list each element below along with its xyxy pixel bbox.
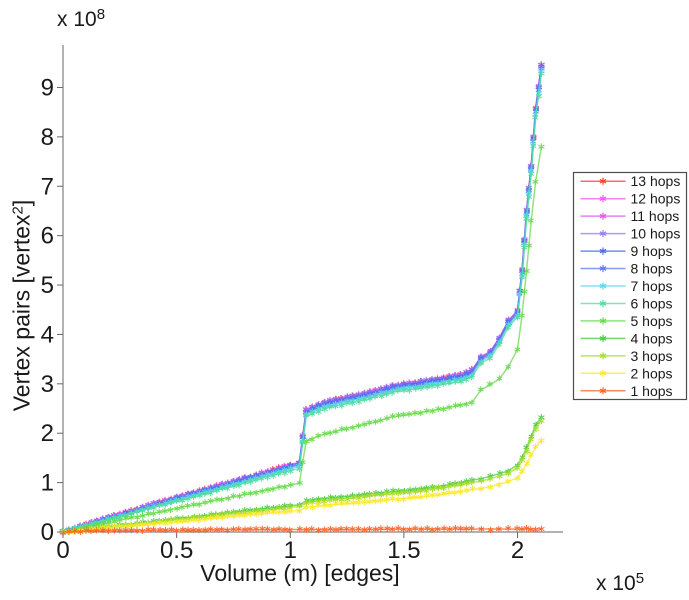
legend-marker xyxy=(599,317,607,325)
legend-label: 12 hops xyxy=(631,191,681,207)
legend-label: 13 hops xyxy=(631,173,681,189)
legend-label: 9 hops xyxy=(631,243,673,259)
y-axis-multiplier: x 108 xyxy=(57,6,106,31)
x-tick-label: 0 xyxy=(56,537,69,564)
x-axis-ticks: 0 0.5 1 1.5 2 xyxy=(56,532,524,564)
legend-entry-5-hops: 5 hops xyxy=(580,313,673,329)
x-tick-label: 1 xyxy=(284,537,297,564)
legend-marker xyxy=(599,195,607,203)
y-tick-label: 6 xyxy=(41,223,54,250)
legend-entry-1-hops: 1 hops xyxy=(580,383,673,399)
legend-entry-9-hops: 9 hops xyxy=(580,243,673,259)
y-tick-label: 2 xyxy=(41,420,54,447)
y-tick-label: 0 xyxy=(41,519,54,546)
legend-marker xyxy=(599,264,607,273)
x-tick-label: 0.5 xyxy=(160,537,193,564)
legend-marker xyxy=(599,352,607,360)
legend-marker xyxy=(599,230,607,238)
legend-marker xyxy=(599,247,607,255)
legend-entry-4-hops: 4 hops xyxy=(580,330,673,346)
axes-spines xyxy=(62,45,563,533)
legend-label: 2 hops xyxy=(631,365,673,381)
legend-label: 5 hops xyxy=(631,313,673,329)
legend-entry-13-hops: 13 hops xyxy=(580,173,681,189)
x-tick-label: 1.5 xyxy=(387,537,420,564)
legend-marker xyxy=(599,212,607,220)
y-tick-label: 4 xyxy=(41,321,54,348)
legend-entry-2-hops: 2 hops xyxy=(580,365,673,381)
legend-label: 7 hops xyxy=(631,278,673,294)
legend-entry-3-hops: 3 hops xyxy=(580,348,673,364)
series-2-hops xyxy=(60,437,545,536)
legend-entry-6-hops: 6 hops xyxy=(580,295,673,311)
legend-label: 8 hops xyxy=(631,261,673,277)
y-axis-ticks: 0 1 2 3 4 5 6 7 8 9 xyxy=(41,74,63,546)
y-tick-label: 9 xyxy=(41,74,54,101)
series-5-hops xyxy=(60,143,545,535)
legend-marker xyxy=(599,177,607,185)
x-tick-label: 2 xyxy=(511,537,524,564)
legend-label: 3 hops xyxy=(631,348,673,364)
legend-entry-12-hops: 12 hops xyxy=(580,191,681,207)
x-axis-label: Volume (m) [edges] xyxy=(200,560,400,586)
y-tick-label: 5 xyxy=(41,272,54,299)
legend-label: 6 hops xyxy=(631,295,673,311)
series-markers xyxy=(60,143,545,535)
legend-label: 11 hops xyxy=(631,208,680,224)
series-6-hops xyxy=(60,70,545,536)
legend-marker xyxy=(599,334,607,342)
y-tick-label: 7 xyxy=(41,173,54,200)
legend-entry-7-hops: 7 hops xyxy=(580,278,673,294)
y-tick-label: 1 xyxy=(41,470,54,497)
legend-label: 4 hops xyxy=(631,330,673,346)
x-axis-multiplier: x 105 xyxy=(596,570,645,595)
series-markers xyxy=(60,525,545,536)
series-1-hops xyxy=(60,525,545,536)
legend-entry-11-hops: 11 hops xyxy=(580,208,680,224)
legend-marker xyxy=(599,369,607,377)
legend-marker xyxy=(599,299,607,308)
legend-entry-8-hops: 8 hops xyxy=(580,261,673,277)
series-markers xyxy=(60,437,545,536)
legend-marker xyxy=(599,387,607,395)
legend-label: 10 hops xyxy=(631,226,681,242)
legend-marker xyxy=(599,282,607,290)
y-tick-label: 3 xyxy=(41,371,54,398)
legend-entry-10-hops: 10 hops xyxy=(580,226,681,242)
y-axis-label: Vertex pairs [vertex2] xyxy=(8,199,35,412)
legend-label: 1 hops xyxy=(631,383,673,399)
y-tick-label: 8 xyxy=(41,124,54,151)
